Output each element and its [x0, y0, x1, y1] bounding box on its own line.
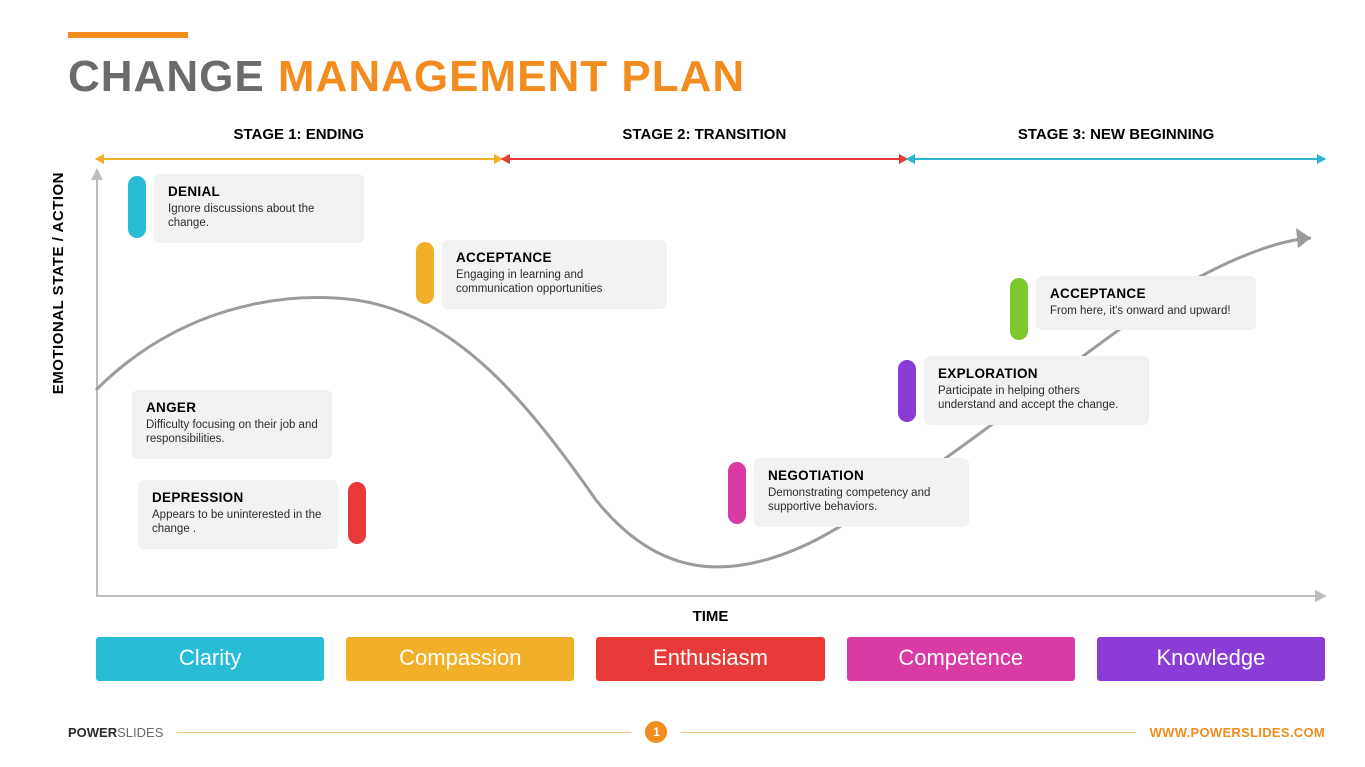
emotion-pill: [728, 462, 746, 524]
emotion-pill: [898, 360, 916, 422]
value-band: Enthusiasm: [596, 637, 824, 681]
footer-rule-right: [681, 732, 1135, 733]
footer-url: WWW.POWERSLIDES.COM: [1150, 725, 1325, 740]
value-band: Knowledge: [1097, 637, 1325, 681]
page-number: 1: [645, 721, 667, 743]
value-bands-row: Clarity Compassion Enthusiasm Competence Kno…: [96, 637, 1325, 681]
emotion-card-desc: Ignore discussions about the change.: [168, 202, 350, 231]
brand-light: SLIDES: [117, 725, 163, 740]
brand: POWERSLIDES: [68, 725, 163, 740]
y-axis-label: EMOTIONAL STATE / ACTION: [50, 172, 67, 394]
emotion-card-desc: From here, it's onward and upward!: [1050, 304, 1242, 318]
emotion-card-title: ANGER: [146, 400, 318, 415]
emotion-card-title: DEPRESSION: [152, 490, 324, 505]
value-band: Competence: [847, 637, 1075, 681]
emotion-pill: [1010, 278, 1028, 340]
curve-arrowhead: [1296, 228, 1311, 248]
emotion-card: ACCEPTANCE From here, it's onward and upw…: [1036, 276, 1256, 330]
brand-bold: POWER: [68, 725, 117, 740]
emotion-card-title: DENIAL: [168, 184, 350, 199]
stage-label: STAGE 2: TRANSITION: [502, 126, 908, 143]
emotion-card-title: NEGOTIATION: [768, 468, 955, 483]
title-part-2: MANAGEMENT PLAN: [278, 52, 745, 101]
stage-label: STAGE 3: NEW BEGINNING: [907, 126, 1325, 143]
emotion-card: NEGOTIATION Demonstrating competency and …: [754, 458, 969, 527]
value-band: Compassion: [346, 637, 574, 681]
emotion-pill: [128, 176, 146, 238]
emotion-card-desc: Participate in helping others understand…: [938, 384, 1135, 413]
page-title: CHANGE MANAGEMENT PLAN: [68, 52, 745, 102]
emotion-card-desc: Difficulty focusing on their job and res…: [146, 418, 318, 447]
stage-arrow: [96, 158, 502, 160]
emotion-card: DENIAL Ignore discussions about the chang…: [154, 174, 364, 243]
emotion-card: DEPRESSION Appears to be uninterested in …: [138, 480, 338, 549]
emotion-card-title: ACCEPTANCE: [1050, 286, 1242, 301]
emotion-card: ACCEPTANCE Engaging in learning and commu…: [442, 240, 667, 309]
stage-arrows-row: [96, 150, 1325, 168]
stage-arrow: [502, 158, 908, 160]
value-band: Clarity: [96, 637, 324, 681]
emotion-card-desc: Appears to be uninterested in the change…: [152, 508, 324, 537]
footer-rule-left: [177, 732, 631, 733]
title-part-1: CHANGE: [68, 52, 265, 101]
emotion-pill: [348, 482, 366, 544]
emotion-card: EXPLORATION Participate in helping others…: [924, 356, 1149, 425]
emotion-card-desc: Engaging in learning and communication o…: [456, 268, 653, 297]
stage-arrow: [907, 158, 1325, 160]
stage-label: STAGE 1: ENDING: [96, 126, 502, 143]
emotion-card: ANGER Difficulty focusing on their job an…: [132, 390, 332, 459]
footer: POWERSLIDES 1 WWW.POWERSLIDES.COM: [68, 721, 1325, 743]
emotion-pill: [416, 242, 434, 304]
title-accent-bar: [68, 32, 188, 38]
stage-labels-row: STAGE 1: ENDINGSTAGE 2: TRANSITIONSTAGE …: [96, 126, 1325, 143]
chart-area: DENIAL Ignore discussions about the chang…: [96, 170, 1325, 597]
emotion-card-desc: Demonstrating competency and supportive …: [768, 486, 955, 515]
x-axis-label: TIME: [96, 608, 1325, 625]
emotion-card-title: ACCEPTANCE: [456, 250, 653, 265]
emotion-card-title: EXPLORATION: [938, 366, 1135, 381]
